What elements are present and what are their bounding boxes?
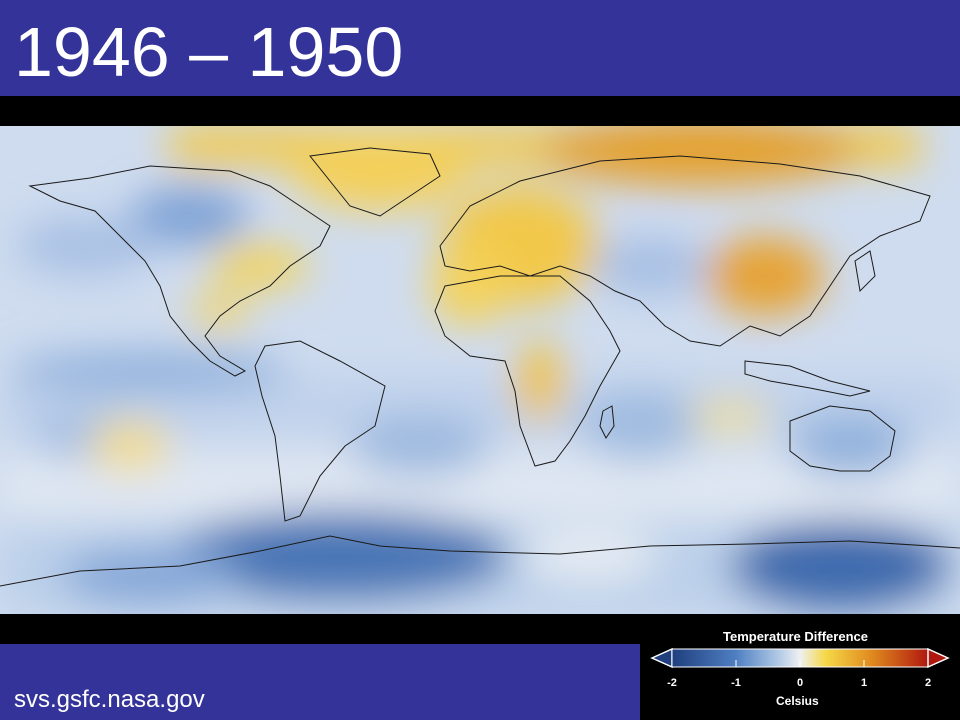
outline-africa [434,275,621,467]
legend-unit: Celsius [776,694,819,708]
outline-eurasia [439,155,931,347]
outline-antarctica [0,535,960,587]
color-legend: Temperature Difference -2 -1 0 1 2 [640,622,960,720]
source-credit: svs.gsfc.nasa.gov [14,686,205,713]
anomaly-map-svg [0,126,960,614]
legend-arrow-left [650,648,673,669]
temperature-anomaly-map [0,126,960,614]
legend-tick-0: 0 [796,677,804,689]
outline-greenland [309,147,441,217]
legend-title: Temperature Difference [723,629,868,644]
outline-southeast-asia-islands [744,360,871,397]
outline-madagascar [599,405,615,439]
legend-tick-minus-2: -2 [667,677,677,689]
outline-japan [854,250,876,293]
legend-tick-marks [671,660,929,667]
outline-north-america [28,165,331,377]
legend-arrow-right [927,648,950,669]
legend-color-bar [650,648,950,669]
outline-south-america [254,340,386,522]
page-title: 1946 – 1950 [14,13,404,91]
legend-tick-2: 2 [924,677,932,689]
legend-tick-1: 1 [860,677,868,689]
outline-australia [789,405,896,472]
legend-tick-minus-1: -1 [731,677,741,689]
continent-outlines [0,147,960,587]
